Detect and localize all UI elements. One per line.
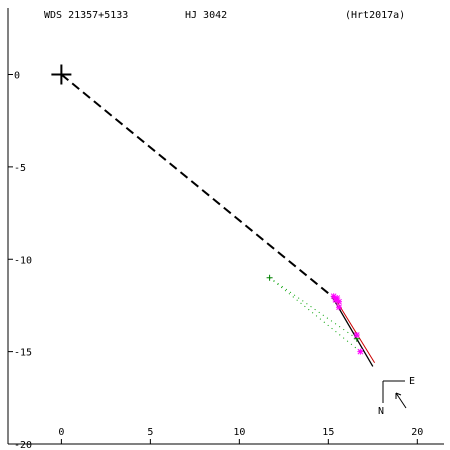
residual-line	[269, 277, 361, 353]
measurement-marker	[330, 293, 337, 300]
y-tick-label: -20	[14, 440, 32, 450]
primary-star-marker	[51, 64, 72, 85]
wds-designation: WDS 21357+5133	[44, 10, 129, 21]
compass-east-label: E	[409, 376, 415, 387]
first-observation-marker	[266, 274, 273, 281]
motion-arrow-icon	[395, 392, 407, 409]
y-tick-label: -10	[14, 255, 32, 266]
x-tick-label: 5	[147, 427, 153, 438]
plot-marks	[51, 64, 364, 355]
measurement-marker	[353, 332, 360, 338]
discoverer-designation: HJ 3042	[185, 10, 228, 21]
x-tick-label: 15	[322, 427, 334, 438]
y-tick-label: -15	[14, 348, 32, 359]
compass-north-label: N	[378, 406, 384, 417]
measurement-marker	[332, 296, 339, 303]
compass-axes	[382, 380, 405, 403]
measurement-marker	[357, 348, 364, 355]
measurement-marker	[336, 298, 343, 305]
x-tick-label: 20	[411, 427, 423, 438]
x-tick-label: 0	[58, 427, 64, 438]
dashed-line	[60, 73, 333, 297]
x-tick-label: 10	[233, 427, 245, 438]
measurement-marker	[336, 304, 343, 311]
plot-lines	[60, 73, 376, 367]
residual-line	[269, 277, 358, 340]
y-tick-label: 0	[14, 71, 20, 82]
plot-axes: 0 5 10 15 20 0 -5 -10 -15 -20	[7, 8, 444, 450]
reference-code: (Hrt2017a)	[345, 10, 406, 21]
compass-rose: E N	[378, 376, 415, 417]
y-tick-label: -5	[14, 163, 26, 174]
